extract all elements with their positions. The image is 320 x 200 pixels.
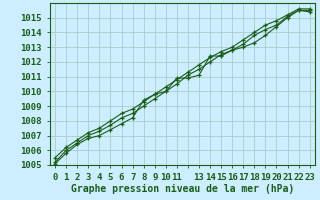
X-axis label: Graphe pression niveau de la mer (hPa): Graphe pression niveau de la mer (hPa) <box>71 184 294 194</box>
